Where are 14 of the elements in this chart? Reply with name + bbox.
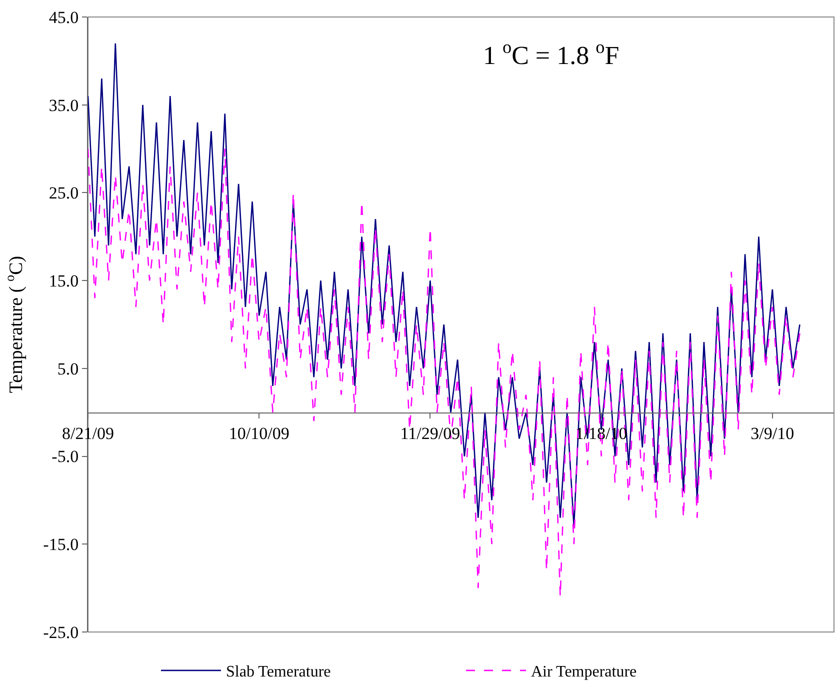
- x-tick-label: 10/10/09: [228, 424, 290, 443]
- legend-label: Air Temperature: [531, 664, 637, 681]
- y-tick-label: 45.0: [48, 8, 79, 27]
- y-tick-label: 15.0: [48, 272, 79, 291]
- y-tick-label: -5.0: [52, 447, 79, 466]
- legend-label: Slab Temerature: [226, 664, 331, 681]
- y-tick-label: 35.0: [48, 96, 79, 115]
- annotation: 1 $^{o}$C = 1.8 $^{o}$F: [483, 37, 620, 70]
- y-tick-label: 5.0: [57, 359, 79, 378]
- x-tick-label: 11/29/09: [400, 424, 460, 443]
- y-tick-label: 25.0: [48, 184, 79, 203]
- y-tick-label: -25.0: [43, 622, 79, 642]
- x-tick-label: 3/9/10: [750, 424, 794, 443]
- y-tick-label: -15.0: [43, 535, 79, 554]
